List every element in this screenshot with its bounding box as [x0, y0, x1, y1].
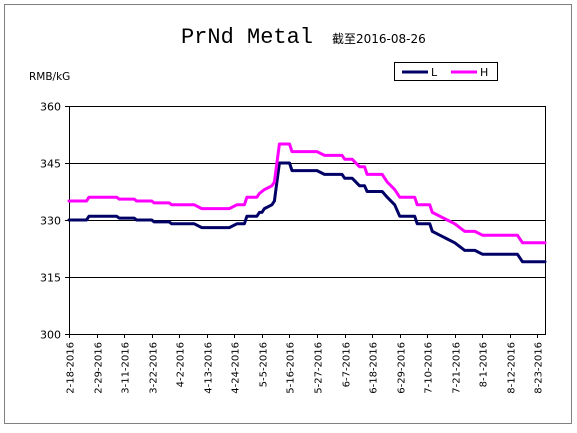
- x-tick-label: 8-23-2016: [534, 342, 545, 394]
- x-tick-label: 7-21-2016: [452, 342, 463, 394]
- x-tick-label: 3-22-2016: [149, 342, 160, 394]
- y-tick-label: 360: [40, 101, 61, 114]
- chart-subtitle: 截至2016-08-26: [332, 32, 426, 46]
- series-line-h: [67, 142, 547, 245]
- y-tick-label: 315: [40, 272, 61, 285]
- x-tick-label: 8-12-2016: [507, 342, 518, 394]
- x-tick-label: 6-18-2016: [369, 342, 380, 394]
- x-tick-label: 2-18-2016: [66, 342, 77, 394]
- x-tick-label: 6-7-2016: [342, 342, 353, 387]
- series-layer: [67, 142, 547, 264]
- x-tick-label: 7-10-2016: [424, 342, 435, 394]
- x-tick-label: 6-29-2016: [397, 342, 408, 394]
- x-tick-label: 4-2-2016: [176, 342, 187, 387]
- chart-title: PrNd Metal: [181, 25, 313, 50]
- x-tick-label: 8-1-2016: [479, 342, 490, 387]
- legend-label-h: H: [480, 66, 488, 79]
- legend-box: [394, 62, 498, 81]
- x-tick-label: 2-29-2016: [94, 342, 105, 394]
- legend-label-l: L: [431, 66, 438, 79]
- series-line-l: [67, 161, 547, 264]
- legend: L H: [394, 62, 498, 81]
- y-tick-label: 345: [40, 158, 61, 171]
- x-tick-label: 3-11-2016: [121, 342, 132, 394]
- x-tick-label: 5-27-2016: [314, 342, 325, 394]
- x-tick-label: 5-16-2016: [286, 342, 297, 394]
- y-tick-label: 300: [40, 329, 61, 342]
- x-tick-label: 5-5-2016: [259, 342, 270, 387]
- y-tick-label: 330: [40, 215, 61, 228]
- axis-layer: 300 315 330 345 360 2-18-2016 2-29-2016 3-11-20…: [40, 101, 545, 394]
- x-tick-label: 4-24-2016: [231, 342, 242, 394]
- x-tick-label: 4-13-2016: [204, 342, 215, 394]
- y-axis-label: RMB/kG: [29, 71, 70, 83]
